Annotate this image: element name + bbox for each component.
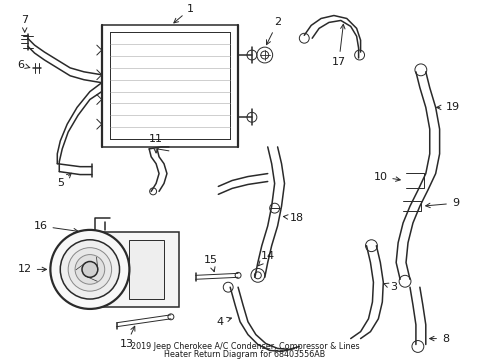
Text: 18: 18 [283,213,304,223]
Text: 15: 15 [203,255,218,272]
Text: 8: 8 [430,334,449,343]
Circle shape [75,255,105,284]
Text: 13: 13 [120,326,135,350]
Text: Heater Return Diagram for 68403556AB: Heater Return Diagram for 68403556AB [164,350,326,359]
Circle shape [50,230,129,309]
Bar [80,232,179,307]
Text: 2019 Jeep Cherokee A/C Condenser, Compressor & Lines: 2019 Jeep Cherokee A/C Condenser, Compre… [131,342,359,351]
Circle shape [82,261,98,277]
Text: 12: 12 [18,264,47,274]
Text: 10: 10 [373,172,400,181]
Text: 5: 5 [57,173,71,188]
Text: 16: 16 [33,221,78,233]
Text: 7: 7 [21,15,28,32]
Text: 14: 14 [259,251,275,266]
Text: 2: 2 [267,17,281,45]
Text: 1: 1 [174,4,194,23]
Bar [129,240,164,299]
Text: 9: 9 [426,198,459,208]
Text: 19: 19 [437,102,460,112]
Circle shape [68,248,112,291]
Text: 11: 11 [149,134,163,153]
Text: 4: 4 [217,317,231,327]
Circle shape [60,240,120,299]
Text: 3: 3 [384,282,397,292]
Text: 17: 17 [332,24,346,67]
Text: 6: 6 [17,60,30,70]
